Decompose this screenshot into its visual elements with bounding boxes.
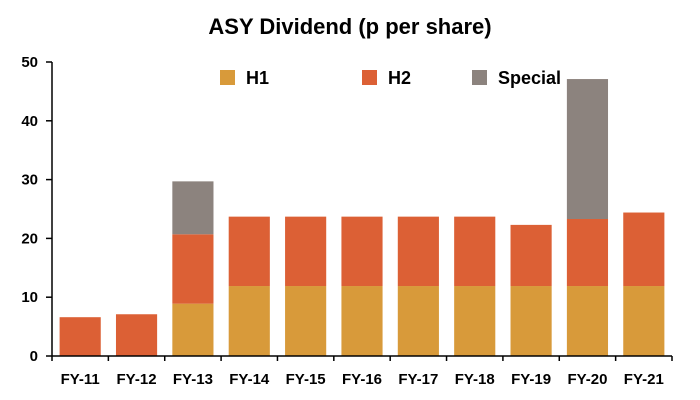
bar-h2-fy-16: [341, 216, 383, 287]
bar-h2-fy-20: [566, 218, 609, 287]
bar-h2-fy-15: [285, 216, 327, 287]
legend-swatch-special: [472, 70, 487, 85]
bar-h1-fy-13: [172, 303, 214, 356]
bar-h1-fy-21: [623, 286, 665, 356]
y-tick-label: 20: [21, 230, 38, 247]
bar-h1-fy-20: [566, 286, 609, 356]
x-tick-label: FY-12: [117, 371, 157, 388]
bar-h2-fy-21: [623, 212, 665, 287]
x-tick-label: FY-14: [229, 371, 270, 388]
bar-h2-fy-14: [228, 216, 270, 287]
legend-label-h2: H2: [388, 68, 411, 88]
bar-h2-fy-12: [115, 314, 158, 356]
y-tick-label: 40: [21, 113, 38, 130]
bar-h2-fy-19: [510, 224, 552, 287]
bar-h1-fy-17: [397, 286, 439, 356]
x-tick-label: FY-17: [398, 371, 438, 388]
y-tick-label: 30: [21, 172, 38, 189]
bar-special-fy-13: [172, 181, 214, 235]
x-tick-label: FY-19: [511, 371, 551, 388]
x-tick-label: FY-13: [173, 371, 213, 388]
x-tick-label: FY-15: [286, 371, 326, 388]
y-tick-label: 50: [21, 54, 38, 71]
x-tick-label: FY-21: [624, 371, 664, 388]
legend-swatch-h1: [220, 70, 235, 85]
legend-label-h1: H1: [246, 68, 269, 88]
x-tick-label: FY-18: [455, 371, 495, 388]
y-tick-label: 0: [30, 348, 38, 365]
bar-h1-fy-14: [228, 286, 270, 356]
legend-swatch-h2: [362, 70, 377, 85]
bar-h2-fy-18: [454, 216, 496, 287]
bar-h1-fy-15: [285, 286, 327, 356]
bar-h2-fy-11: [59, 317, 101, 356]
bar-h1-fy-18: [454, 286, 496, 356]
x-tick-label: FY-16: [342, 371, 382, 388]
bar-h1-fy-16: [341, 286, 383, 356]
legend-label-special: Special: [498, 68, 561, 88]
bar-h2-fy-17: [397, 216, 439, 287]
bar-h1-fy-19: [510, 286, 552, 356]
bar-special-fy-20: [566, 79, 609, 219]
y-tick-label: 10: [21, 289, 38, 306]
x-tick-label: FY-11: [61, 371, 100, 388]
chart-title: ASY Dividend (p per share): [208, 14, 492, 39]
bar-h2-fy-13: [172, 234, 214, 304]
x-tick-label: FY-20: [567, 371, 607, 388]
